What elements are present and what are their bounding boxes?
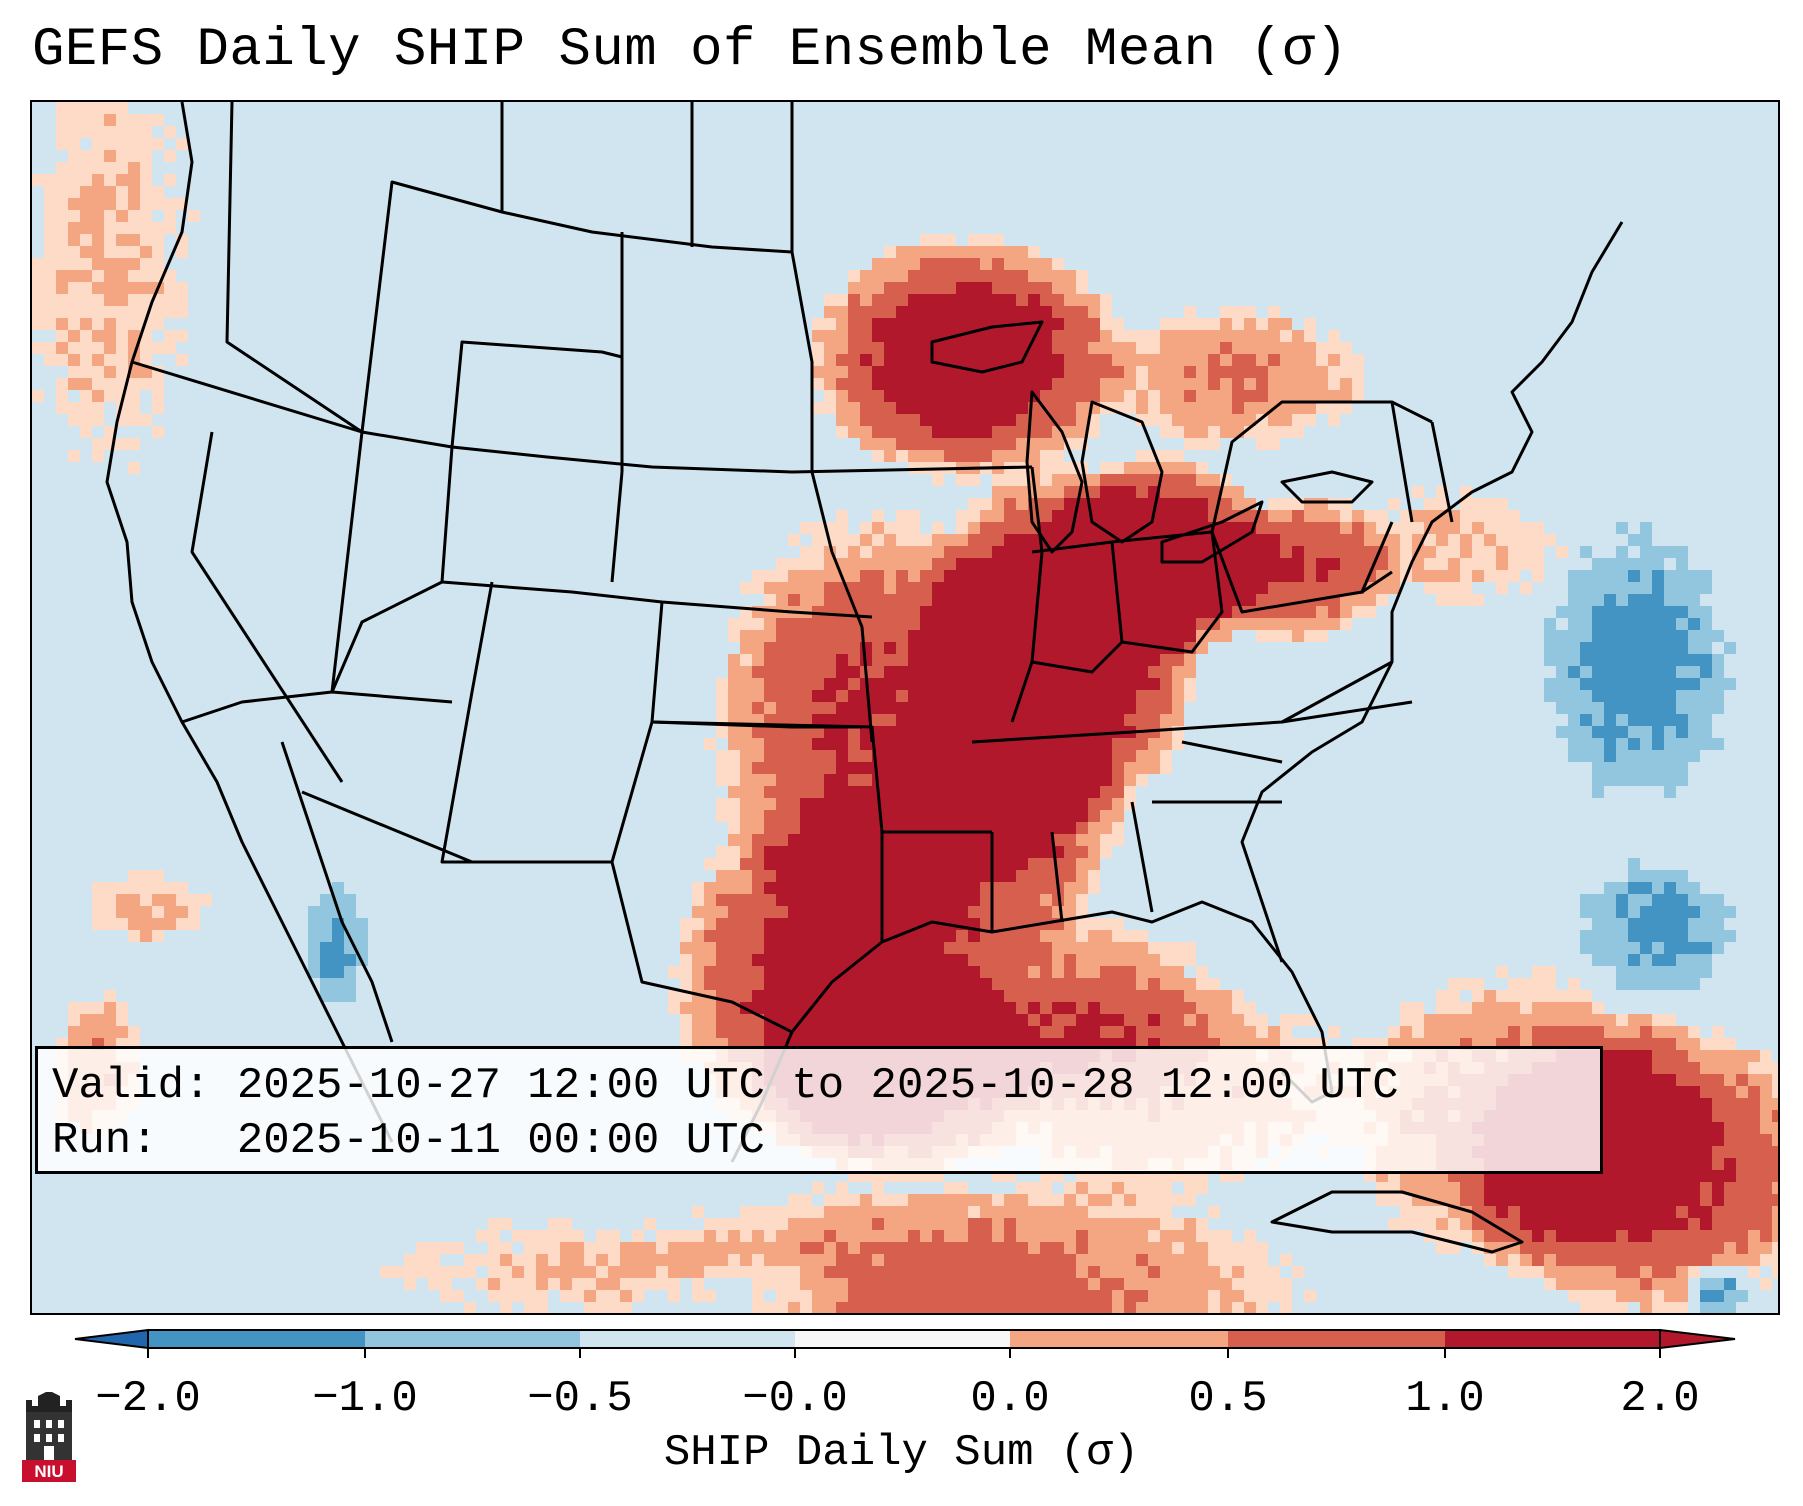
run-time-text: Run: 2025-10-11 00:00 UTC <box>52 1116 765 1166</box>
colorbar-tick-label: −1.0 <box>312 1374 418 1424</box>
niu-logo: NIU <box>22 1392 76 1482</box>
colorbar-ticks: −2.0 −1.0 −0.5 −0.0 0.0 0.5 1.0 2.0 <box>95 1348 1700 1424</box>
colorbar-tick-label: −0.5 <box>527 1374 633 1424</box>
valid-run-box: Valid: 2025-10-27 12:00 UTC to 2025-10-2… <box>35 1046 1603 1174</box>
colorbar-bins <box>74 1328 1736 1350</box>
colorbar-tick-label: 0.5 <box>1188 1374 1267 1424</box>
colorbar-tick-label: 0.0 <box>970 1374 1049 1424</box>
colorbar: −2.0 −1.0 −0.5 −0.0 0.0 0.5 1.0 2.0 <box>74 1328 1736 1424</box>
colorbar-tick-label: −2.0 <box>95 1374 201 1424</box>
map-title: GEFS Daily SHIP Sum of Ensemble Mean (σ) <box>32 20 1349 81</box>
colorbar-tick-label: 1.0 <box>1405 1374 1484 1424</box>
state-boundaries <box>131 102 1454 1034</box>
valid-time-text: Valid: 2025-10-27 12:00 UTC to 2025-10-2… <box>52 1061 1399 1111</box>
colorbar-label: SHIP Daily Sum (σ) <box>663 1428 1140 1478</box>
colorbar-tick-label: 2.0 <box>1620 1374 1699 1424</box>
colorbar-tick-label: −0.0 <box>742 1374 848 1424</box>
